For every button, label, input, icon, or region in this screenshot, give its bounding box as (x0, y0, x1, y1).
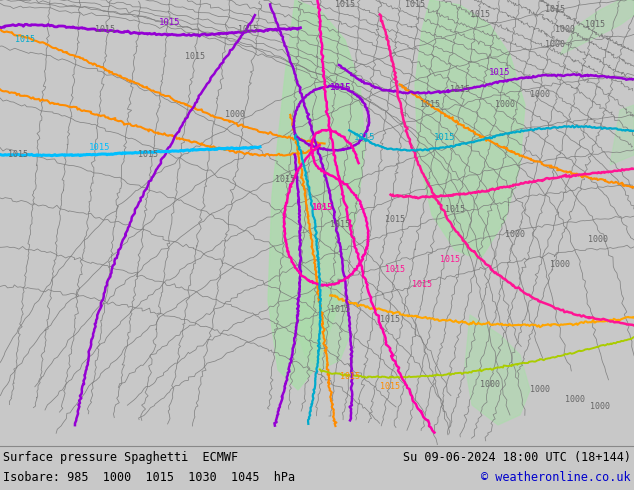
Text: 1015: 1015 (440, 255, 460, 265)
Text: 1000: 1000 (588, 236, 608, 245)
Text: 1000: 1000 (565, 395, 585, 404)
Text: 1015: 1015 (450, 85, 470, 95)
Text: 1015: 1015 (412, 280, 432, 290)
Polygon shape (415, 0, 525, 260)
Text: 1015: 1015 (275, 175, 295, 184)
Text: 1015: 1015 (89, 143, 111, 152)
Text: 1015: 1015 (329, 83, 351, 92)
Text: 1015: 1015 (545, 5, 565, 15)
Text: 1015: 1015 (335, 0, 355, 9)
Text: 1015: 1015 (8, 150, 28, 159)
Text: 1015: 1015 (489, 68, 511, 77)
Text: 1015: 1015 (380, 316, 400, 324)
Polygon shape (268, 0, 365, 390)
Text: 1015: 1015 (420, 100, 440, 109)
Text: 1015: 1015 (95, 25, 115, 34)
Text: 1015: 1015 (138, 150, 158, 159)
Text: 1000: 1000 (495, 100, 515, 109)
Text: 1000: 1000 (225, 110, 245, 120)
Text: 1000: 1000 (505, 230, 525, 240)
Text: 1000: 1000 (550, 261, 570, 270)
Text: 1015: 1015 (585, 21, 605, 29)
Text: 1015: 1015 (311, 203, 333, 212)
Text: 1015: 1015 (385, 216, 405, 224)
Text: 1015: 1015 (405, 0, 425, 9)
Text: Surface pressure Spaghetti  ECMWF: Surface pressure Spaghetti ECMWF (3, 451, 238, 465)
Text: Isobare: 985  1000  1015  1030  1045  hPa: Isobare: 985 1000 1015 1030 1045 hPa (3, 471, 295, 485)
Text: 1015: 1015 (330, 305, 350, 315)
Text: 1000: 1000 (480, 380, 500, 390)
Polygon shape (560, 0, 634, 55)
Text: 1015: 1015 (15, 35, 35, 45)
Text: 1015: 1015 (159, 18, 181, 27)
Text: 1000: 1000 (530, 91, 550, 99)
Text: 1015: 1015 (185, 52, 205, 61)
Text: 1015: 1015 (445, 205, 465, 215)
Text: 1015: 1015 (385, 266, 405, 274)
Text: 1015: 1015 (330, 220, 350, 229)
Text: © weatheronline.co.uk: © weatheronline.co.uk (481, 471, 631, 485)
Text: 1000: 1000 (555, 25, 575, 34)
Text: 1015: 1015 (380, 382, 400, 392)
Text: 1015: 1015 (470, 10, 490, 20)
Text: 1015: 1015 (354, 133, 376, 142)
Polygon shape (295, 275, 350, 370)
Text: 1015: 1015 (340, 372, 360, 381)
Text: Su 09-06-2024 18:00 UTC (18+144): Su 09-06-2024 18:00 UTC (18+144) (403, 451, 631, 465)
Text: 1000: 1000 (590, 402, 610, 412)
Polygon shape (610, 105, 634, 165)
Polygon shape (465, 315, 530, 425)
Text: 1000: 1000 (530, 386, 550, 394)
Text: 1000: 1000 (545, 41, 565, 49)
Text: 1015: 1015 (238, 25, 258, 34)
Text: 1015: 1015 (434, 133, 456, 142)
